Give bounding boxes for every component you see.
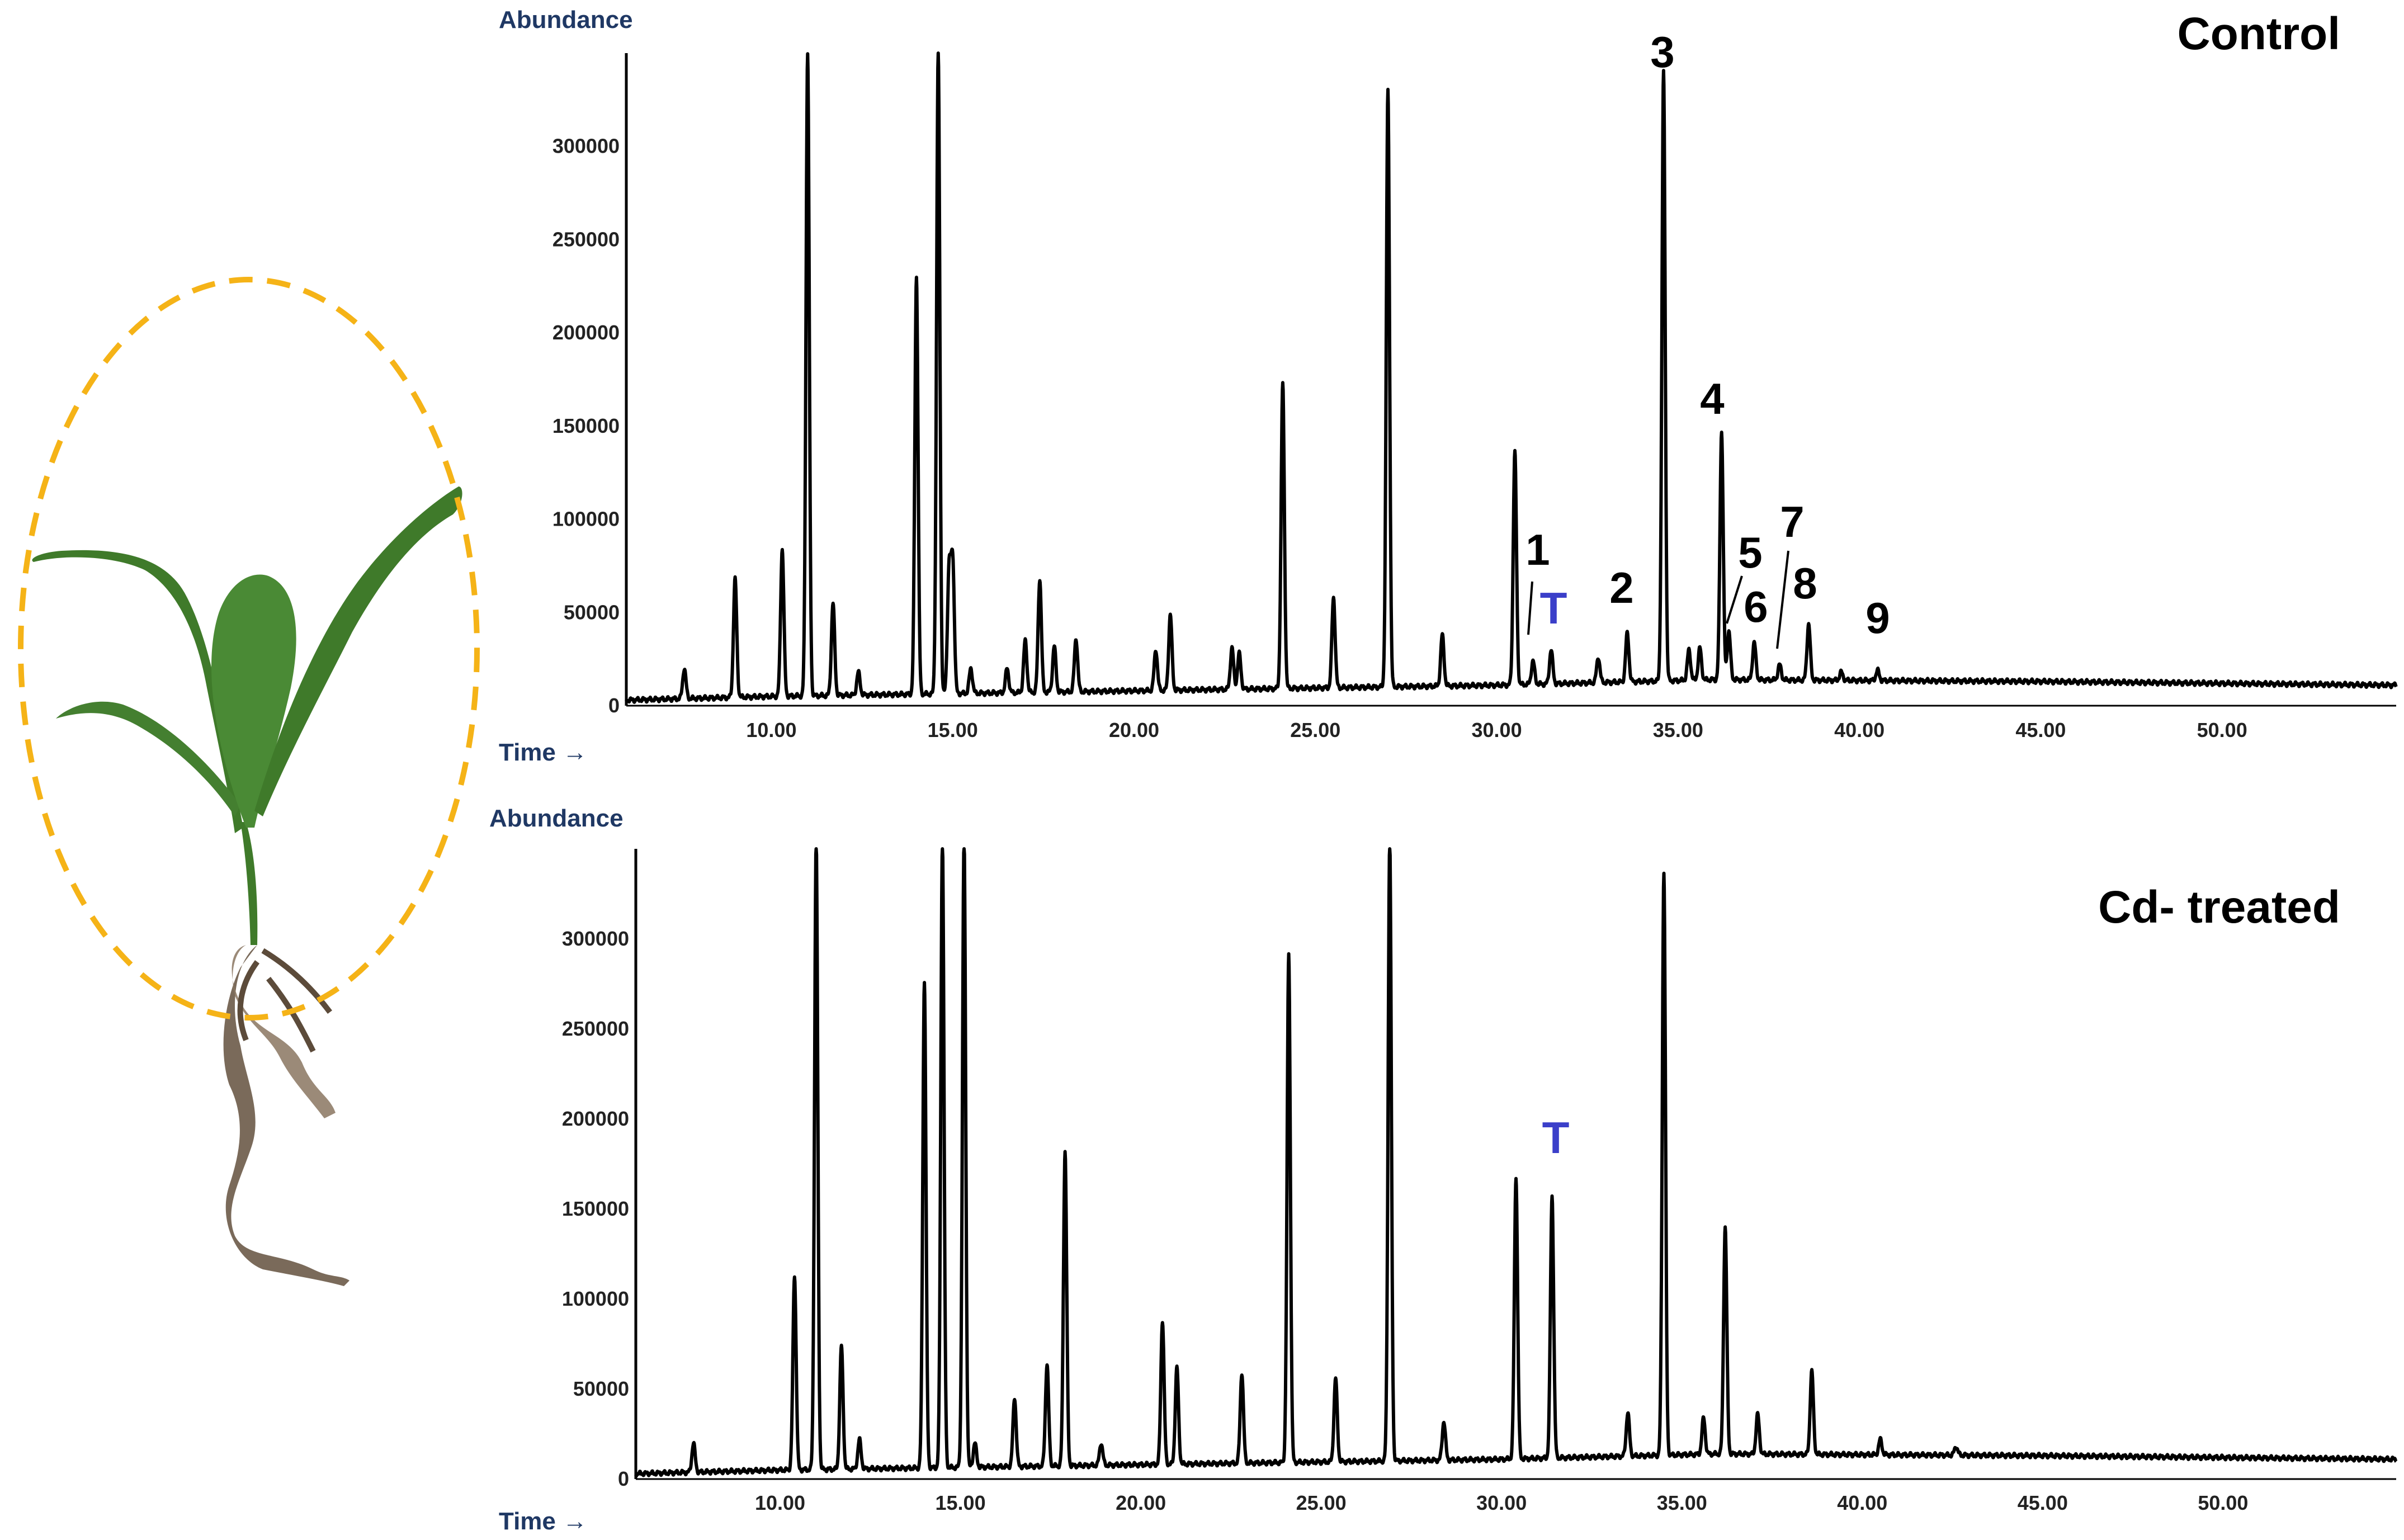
leaf-lower-left — [56, 701, 240, 816]
y-ticks: 0 50000 100000 150000 200000 250000 300000 — [552, 135, 620, 717]
y-tick-label: 200000 — [552, 321, 620, 344]
leaf-center — [211, 574, 296, 828]
x-tick-label: 40.00 — [1837, 1491, 1887, 1514]
panel-title: Cd- treated — [2098, 882, 2340, 933]
x-tick-label: 40.00 — [1834, 719, 1885, 741]
y-axis-title: Abundance — [489, 805, 624, 832]
x-tick-label: 35.00 — [1657, 1491, 1707, 1514]
y-axis-title: Abundance — [499, 6, 633, 34]
x-ticks: 10.00 15.00 20.00 25.00 30.00 35.00 40.00 45.00… — [746, 719, 2247, 741]
peak-label-6: 6 — [1744, 582, 1768, 631]
control-chromatogram-panel: Abundance Control 0 50000 100000 150000 2000… — [499, 6, 2398, 766]
y-tick-label: 100000 — [562, 1287, 629, 1310]
x-tick-label: 35.00 — [1653, 719, 1703, 741]
x-tick-label: 45.00 — [2015, 719, 2066, 741]
chromatogram-trace — [625, 51, 2398, 704]
x-ticks: 10.00 15.00 20.00 25.00 30.00 35.00 40.00 45.00… — [755, 1491, 2248, 1514]
x-axis-title: Time → — [499, 739, 587, 766]
root-mass — [223, 945, 349, 1286]
peak-leader-1 — [1527, 581, 1533, 635]
x-tick-label: 50.00 — [2198, 1491, 2248, 1514]
y-tick-label: 150000 — [562, 1197, 629, 1220]
peak-label-4: 4 — [1700, 374, 1724, 423]
peak-label-9: 9 — [1865, 593, 1890, 643]
x-tick-label: 50.00 — [2197, 719, 2247, 741]
y-tick-label: 0 — [608, 694, 620, 717]
y-tick-label: 100000 — [552, 508, 620, 531]
y-tick-label: 300000 — [562, 927, 629, 950]
x-tick-label: 30.00 — [1476, 1491, 1527, 1514]
peak-label-2: 2 — [1609, 563, 1633, 612]
x-tick-label: 25.00 — [1290, 719, 1340, 741]
y-tick-label: 150000 — [552, 414, 620, 437]
peak-label-8: 8 — [1793, 559, 1817, 608]
root-mass-upper — [232, 945, 336, 1118]
x-tick-label: 10.00 — [755, 1491, 805, 1514]
peak-label-7: 7 — [1780, 497, 1804, 546]
x-tick-label: 45.00 — [2018, 1491, 2068, 1514]
y-ticks: 0 50000 100000 150000 200000 250000 300000 — [562, 927, 629, 1490]
x-tick-label: 25.00 — [1296, 1491, 1347, 1514]
maize-seedling-illustration — [18, 277, 480, 1286]
x-tick-label: 20.00 — [1109, 719, 1159, 741]
y-tick-label: 0 — [618, 1467, 629, 1490]
peak-leader-5 — [1726, 575, 1743, 624]
y-tick-label: 300000 — [552, 135, 620, 158]
internal-standard-label: T — [1540, 583, 1567, 633]
y-tick-label: 200000 — [562, 1107, 629, 1130]
y-tick-label: 250000 — [552, 228, 620, 251]
internal-standard-label: T — [1542, 1113, 1570, 1163]
x-axis-title: Time → — [499, 1508, 587, 1535]
x-tick-label: 20.00 — [1116, 1491, 1166, 1514]
leaf-right — [254, 486, 462, 816]
root-fibers — [237, 948, 332, 1053]
x-tick-label: 10.00 — [746, 719, 796, 741]
shoot-highlight-ellipse — [18, 277, 480, 1021]
panel-title: Control — [2178, 8, 2340, 59]
x-tick-label: 15.00 — [928, 719, 978, 741]
leaf-upper-left — [32, 550, 243, 833]
y-tick-label: 250000 — [562, 1017, 629, 1040]
x-tick-label: 30.00 — [1472, 719, 1522, 741]
cd-treated-chromatogram-panel: Abundance Cd- treated 0 50000 100000 150000… — [489, 805, 2398, 1535]
x-tick-label: 15.00 — [936, 1491, 986, 1514]
chromatogram-trace — [634, 847, 2398, 1477]
y-tick-label: 50000 — [564, 601, 620, 623]
peak-leader-7 — [1776, 550, 1789, 649]
peak-label-1: 1 — [1525, 525, 1550, 574]
peak-label-5: 5 — [1738, 528, 1762, 577]
peak-label-3: 3 — [1650, 27, 1674, 77]
y-tick-label: 50000 — [573, 1377, 629, 1400]
stem — [240, 822, 258, 945]
